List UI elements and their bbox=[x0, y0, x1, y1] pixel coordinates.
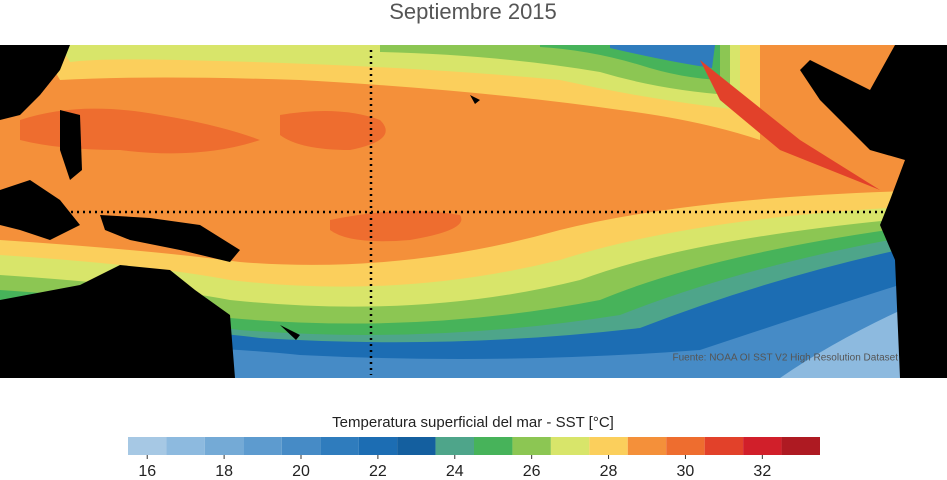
colorbar-bin bbox=[320, 437, 359, 455]
tick-label: 32 bbox=[753, 463, 771, 480]
title: Septiembre 2015 bbox=[389, 0, 557, 24]
tick-label: 20 bbox=[292, 463, 310, 480]
tick-label: 24 bbox=[446, 463, 464, 480]
colorbar-bin bbox=[627, 437, 667, 455]
colorbar-bin bbox=[512, 437, 551, 455]
tick-label: 30 bbox=[677, 463, 695, 480]
colorbar-bin bbox=[204, 437, 244, 455]
colorbar-bin bbox=[781, 437, 820, 455]
tick-label: 16 bbox=[138, 463, 156, 480]
colorbar-bin bbox=[397, 437, 436, 455]
colorbar-bin bbox=[166, 437, 205, 455]
sst-map bbox=[0, 45, 947, 378]
colorbar-title: Temperatura superficial del mar - SST [°… bbox=[332, 414, 614, 431]
tick-label: 28 bbox=[600, 463, 618, 480]
tick-label: 18 bbox=[215, 463, 233, 480]
colorbar-bin bbox=[474, 437, 513, 455]
colorbar-bin bbox=[589, 437, 628, 455]
tick-label: 22 bbox=[369, 463, 387, 480]
tick-label: 26 bbox=[523, 463, 541, 480]
colorbar-bin bbox=[243, 437, 282, 455]
source-note: Fuente: NOAA OI SST V2 High Resolution D… bbox=[673, 353, 899, 364]
colorbar-bin bbox=[666, 437, 705, 455]
colorbar-bin bbox=[281, 437, 321, 455]
colorbar-bin bbox=[704, 437, 744, 455]
colorbar-bin bbox=[550, 437, 590, 455]
colorbar: 16 18 20 22 24 26 28 30 32 bbox=[128, 437, 820, 480]
colorbar-bin bbox=[435, 437, 474, 455]
colorbar-bin bbox=[128, 437, 167, 455]
colorbar-bin bbox=[743, 437, 782, 455]
colorbar-bin bbox=[358, 437, 398, 455]
